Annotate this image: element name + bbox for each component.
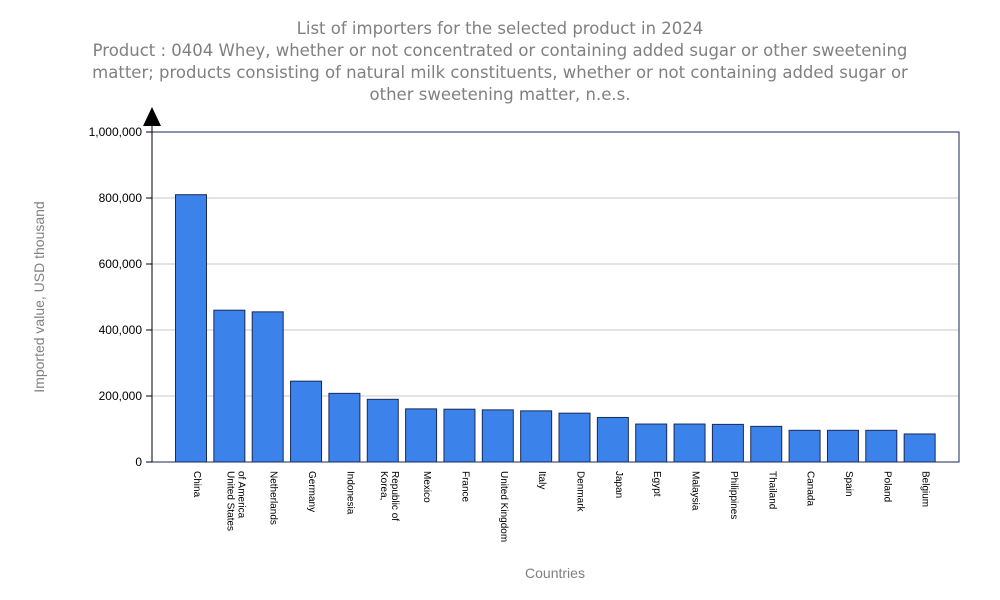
x-axis-category-labels: China United States of America Netherlands G… — [191, 471, 931, 542]
x-tick-label: Canada — [805, 471, 816, 506]
bar[interactable] — [558, 412, 591, 463]
x-tick-label-line: Canada — [805, 471, 816, 506]
x-tick-label-line: Philippines — [728, 471, 739, 519]
bar[interactable] — [481, 409, 514, 463]
y-tick-label: 600,000 — [99, 257, 143, 271]
x-tick-label-line: Japan — [613, 471, 624, 498]
bar[interactable] — [443, 408, 476, 463]
x-tick-label-line: Thailand — [766, 471, 777, 509]
bar[interactable] — [826, 429, 859, 463]
x-tick-label-line: Malaysia — [690, 471, 701, 511]
x-tick-label-line: Korea, — [378, 471, 389, 500]
bar[interactable] — [175, 194, 207, 463]
x-tick-label: Italy — [536, 471, 547, 489]
x-tick-label: Germany — [306, 471, 317, 512]
x-tick-label: Denmark — [575, 471, 586, 513]
x-tick-label-line: Mexico — [421, 471, 432, 503]
x-tick-label-line: Belgium — [920, 471, 931, 507]
bar[interactable] — [213, 309, 246, 463]
x-tick-label: Spain — [843, 471, 854, 497]
x-tick-label: Poland — [881, 471, 892, 502]
x-tick-label: Philippines — [728, 471, 739, 519]
bars — [175, 194, 936, 463]
x-tick-label-line: Egypt — [651, 471, 662, 497]
bar[interactable] — [673, 423, 706, 463]
x-tick-label: Thailand — [766, 471, 777, 509]
x-tick-label-line: United Kingdom — [498, 471, 509, 542]
x-tick-label-line: Netherlands — [268, 471, 279, 525]
x-tick-label-line: Italy — [536, 471, 547, 489]
bar[interactable] — [903, 433, 936, 463]
x-tick-label: United States of America — [224, 471, 246, 531]
bar[interactable] — [328, 392, 361, 463]
y-tick-label: 0 — [135, 455, 142, 469]
gridlines — [152, 197, 959, 397]
x-tick-label-line: of America — [235, 471, 246, 519]
y-tick-label: 200,000 — [99, 389, 143, 403]
x-tick-label: Malaysia — [690, 471, 701, 511]
x-tick-label-line: Spain — [843, 471, 854, 497]
chart-title-block: List of importers for the selected produ… — [40, 18, 960, 106]
y-axis-ticks: 0 200,000 400,000 600,000 800,000 1,000,000 — [89, 125, 152, 469]
bar[interactable] — [865, 429, 898, 463]
x-tick-label-line: Indonesia — [344, 471, 355, 515]
x-tick-label-line: Poland — [881, 471, 892, 502]
bar[interactable] — [290, 380, 323, 463]
x-tick-label-line: United States — [224, 471, 235, 531]
x-tick-label: China — [191, 471, 202, 498]
chart-subtitle-line-3: other sweetening matter, n.e.s. — [369, 85, 631, 104]
x-tick-label: Mexico — [421, 471, 432, 503]
x-tick-label: Netherlands — [268, 471, 279, 525]
y-tick-label: 1,000,000 — [89, 125, 143, 139]
x-axis-title: Countries — [525, 565, 585, 581]
x-tick-label-line: France — [459, 471, 470, 503]
chart-title: List of importers for the selected produ… — [296, 19, 704, 38]
bar[interactable] — [520, 410, 553, 463]
bar[interactable] — [711, 423, 744, 463]
x-tick-label-line: Republic of — [389, 471, 400, 521]
bar[interactable] — [788, 429, 821, 463]
x-tick-label: Indonesia — [344, 471, 355, 515]
y-axis-title: Imported value, USD thousand — [31, 201, 47, 392]
bar[interactable] — [366, 398, 399, 463]
chart-subtitle-line-1: Product : 0404 Whey, whether or not conc… — [92, 41, 908, 60]
x-tick-label: Belgium — [920, 471, 931, 507]
bar[interactable] — [596, 416, 629, 463]
bar[interactable] — [405, 408, 438, 463]
x-tick-label: United Kingdom — [498, 471, 509, 542]
x-tick-label-line: Germany — [306, 471, 317, 512]
bar[interactable] — [750, 425, 783, 463]
x-tick-label-line: Denmark — [575, 471, 586, 513]
bar[interactable] — [251, 311, 284, 463]
x-tick-label-line: China — [191, 471, 202, 498]
chart-subtitle-line-2: matter; products consisting of natural m… — [92, 63, 908, 82]
x-tick-label: Japan — [613, 471, 624, 498]
x-tick-label: France — [459, 471, 470, 503]
bar[interactable] — [635, 423, 668, 463]
y-axis-arrow-icon — [143, 107, 161, 126]
x-tick-label: Korea, Republic of — [378, 471, 400, 521]
x-tick-label: Egypt — [651, 471, 662, 497]
y-tick-label: 400,000 — [99, 323, 143, 337]
y-tick-label: 800,000 — [99, 191, 143, 205]
